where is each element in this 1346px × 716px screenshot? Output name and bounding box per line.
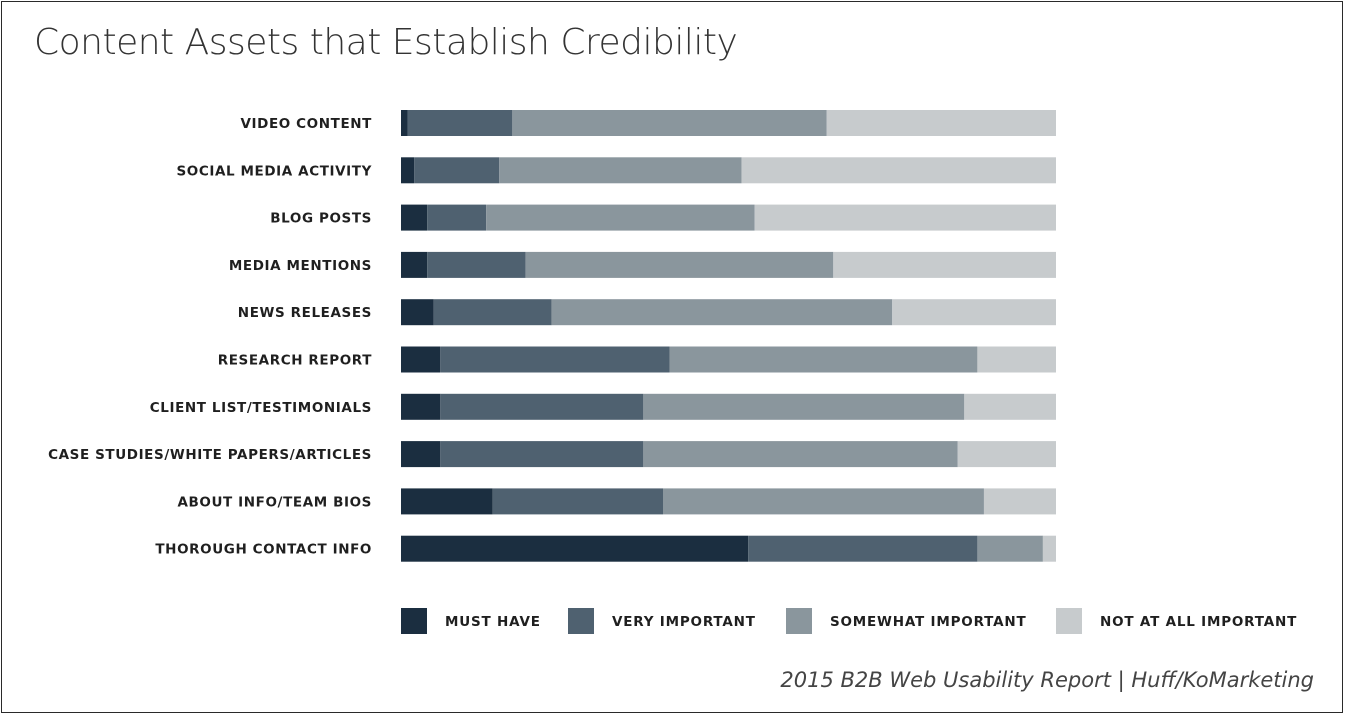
bar-segment-blog-posts-must-have xyxy=(401,204,428,231)
bar-segment-case-studies-white-papers-articles-very-important xyxy=(440,441,644,468)
category-label-social-media-activity: SOCIAL MEDIA ACTIVITY xyxy=(176,163,372,179)
bar-segment-news-releases-not-at-all-important xyxy=(892,299,1056,326)
bar-segment-video-content-somewhat-important xyxy=(512,110,827,136)
bar-segment-news-releases-must-have xyxy=(401,299,434,326)
bar-segment-client-list-testimonials-somewhat-important xyxy=(643,393,965,420)
legend-swatch-not-at-all-important xyxy=(1056,608,1082,634)
bar-segment-social-media-activity-must-have xyxy=(401,157,415,184)
bar-segment-social-media-activity-very-important xyxy=(414,157,500,184)
category-label-blog-posts: BLOG POSTS xyxy=(270,211,372,227)
bar-segment-thorough-contact-info-very-important xyxy=(748,535,978,562)
bar-segment-client-list-testimonials-not-at-all-important xyxy=(964,393,1056,420)
category-label-media-mentions: MEDIA MENTIONS xyxy=(229,258,372,274)
bar-segment-media-mentions-must-have xyxy=(401,251,428,278)
category-label-research-report: RESEARCH REPORT xyxy=(218,353,372,369)
legend-label-somewhat-important: SOMEWHAT IMPORTANT xyxy=(830,614,1027,630)
bar-segment-blog-posts-very-important xyxy=(427,204,487,231)
bar-segment-case-studies-white-papers-articles-not-at-all-important xyxy=(957,441,1056,468)
bar-segment-about-info-team-bios-must-have xyxy=(401,488,493,515)
bar-segment-research-report-very-important xyxy=(440,346,670,373)
legend-label-must-have: MUST HAVE xyxy=(445,614,541,630)
bar-segment-research-report-not-at-all-important xyxy=(977,346,1056,373)
category-label-case-studies-white-papers-articles: CASE STUDIES/WHITE PAPERS/ARTICLES xyxy=(48,447,372,463)
bar-segment-media-mentions-not-at-all-important xyxy=(833,251,1056,278)
bar-segment-video-content-very-important xyxy=(407,110,513,136)
bar-segment-about-info-team-bios-somewhat-important xyxy=(663,488,984,515)
category-label-video-content: VIDEO CONTENT xyxy=(241,116,373,132)
bars-group xyxy=(401,110,1056,562)
bar-segment-thorough-contact-info-must-have xyxy=(401,535,749,562)
legend: MUST HAVE VERY IMPORTANT SOMEWHAT IMPORTAN… xyxy=(401,608,1297,634)
chart-title: Content Assets that Establish Credibilit… xyxy=(34,22,738,63)
legend-swatch-somewhat-important xyxy=(786,608,812,634)
category-label-thorough-contact-info: THOROUGH CONTACT INFO xyxy=(155,542,372,558)
category-label-client-list-testimonials: CLIENT LIST/TESTIMONIALS xyxy=(150,400,372,416)
bar-segment-research-report-must-have xyxy=(401,346,441,373)
bar-segment-client-list-testimonials-must-have xyxy=(401,393,441,420)
bar-segment-about-info-team-bios-very-important xyxy=(492,488,663,515)
legend-label-not-at-all-important: NOT AT ALL IMPORTANT xyxy=(1100,614,1297,630)
bar-segment-case-studies-white-papers-articles-must-have xyxy=(401,441,441,468)
category-labels-group: VIDEO CONTENT SOCIAL MEDIA ACTIVITY BLOG P… xyxy=(48,116,372,558)
bar-segment-media-mentions-very-important xyxy=(427,251,526,278)
bar-segment-about-info-team-bios-not-at-all-important xyxy=(983,488,1056,515)
bar-segment-research-report-somewhat-important xyxy=(669,346,978,373)
bar-segment-media-mentions-somewhat-important xyxy=(525,251,834,278)
bar-segment-video-content-not-at-all-important xyxy=(826,110,1056,136)
bar-segment-news-releases-somewhat-important xyxy=(551,299,893,326)
category-label-news-releases: NEWS RELEASES xyxy=(238,305,372,321)
bar-segment-social-media-activity-somewhat-important xyxy=(499,157,742,184)
bar-segment-video-content-must-have xyxy=(401,110,408,136)
bar-segment-blog-posts-somewhat-important xyxy=(486,204,755,231)
bar-segment-news-releases-very-important xyxy=(433,299,552,326)
legend-swatch-must-have xyxy=(401,608,427,634)
bar-segment-client-list-testimonials-very-important xyxy=(440,393,644,420)
bar-segment-blog-posts-not-at-all-important xyxy=(754,204,1056,231)
legend-swatch-very-important xyxy=(568,608,594,634)
bar-segment-case-studies-white-papers-articles-somewhat-important xyxy=(643,441,958,468)
bar-segment-thorough-contact-info-somewhat-important xyxy=(977,535,1043,562)
source-caption: 2015 B2B Web Usability Report | Huff/KoM… xyxy=(780,668,1314,692)
category-label-about-info-team-bios: ABOUT INFO/TEAM BIOS xyxy=(177,494,372,510)
legend-label-very-important: VERY IMPORTANT xyxy=(612,614,756,630)
bar-segment-social-media-activity-not-at-all-important xyxy=(741,157,1056,184)
bar-segment-thorough-contact-info-not-at-all-important xyxy=(1042,535,1056,562)
